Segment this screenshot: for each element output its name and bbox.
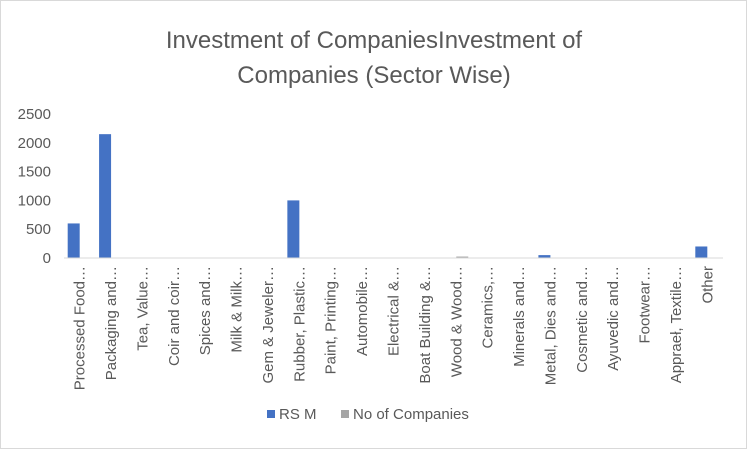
y-axis-ticks: 0 500 1000 1500 2000 2500 xyxy=(18,106,51,267)
y-tick-label: 1500 xyxy=(18,164,51,181)
y-tick-label: 1000 xyxy=(18,192,51,209)
y-tick-label: 2500 xyxy=(18,106,51,123)
x-tick-label: Cosmetic and… xyxy=(574,266,591,373)
x-tick-label: Processed Food… xyxy=(72,266,89,390)
bar-no-of-companies-12 xyxy=(456,256,469,258)
x-tick-label: Electrical &… xyxy=(386,266,403,356)
x-tick-label: Minerals and… xyxy=(511,266,528,367)
x-tick-label: Tea, Value… xyxy=(134,266,151,351)
bars xyxy=(67,134,708,258)
x-tick-label: Gem & Jeweler… xyxy=(260,266,277,384)
legend-label-1: No of Companies xyxy=(353,406,469,423)
x-tick-label: Spices and… xyxy=(197,266,214,355)
x-tick-label: Packaging and… xyxy=(103,266,120,380)
x-axis-ticks: Processed Food… Packaging and… Tea, Value…… xyxy=(72,266,717,390)
y-tick-label: 500 xyxy=(26,221,51,238)
bar-rs-m-15 xyxy=(538,255,551,258)
x-tick-label: Ceramics,… xyxy=(480,266,497,349)
legend-swatch-1 xyxy=(341,410,349,418)
legend: RS M No of Companies xyxy=(267,406,469,423)
x-tick-label: Coir and coir… xyxy=(166,266,183,366)
x-tick-label: Ayuvedic and… xyxy=(605,266,622,371)
x-tick-label: Other xyxy=(699,266,716,304)
x-tick-label: Footwear… xyxy=(637,266,654,344)
x-tick-label: Boat Building &… xyxy=(417,266,434,384)
bar-rs-m-7 xyxy=(287,200,300,258)
bar-rs-m-1 xyxy=(99,134,112,258)
chart-title-line-2: Companies (Sector Wise) xyxy=(237,62,510,89)
x-tick-label: Wood & Wood… xyxy=(448,266,465,377)
legend-swatch-0 xyxy=(267,410,275,418)
y-tick-label: 0 xyxy=(43,250,51,267)
x-tick-label: Rubber, Plastic… xyxy=(291,266,308,382)
x-tick-label: Appraeł, Textile… xyxy=(668,266,685,383)
chart-title-line-1: Investment of CompaniesInvestment of xyxy=(166,27,583,54)
x-tick-label: Milk & Milk… xyxy=(229,266,246,353)
bar-rs-m-0 xyxy=(67,223,80,258)
bar-rs-m-20 xyxy=(695,246,708,258)
x-tick-label: Automobile… xyxy=(354,266,371,356)
x-tick-label: Metal, Dies and… xyxy=(542,266,559,385)
x-tick-label: Paint, Printing… xyxy=(323,266,340,374)
y-tick-label: 2000 xyxy=(18,135,51,152)
legend-label-0: RS M xyxy=(279,406,317,423)
